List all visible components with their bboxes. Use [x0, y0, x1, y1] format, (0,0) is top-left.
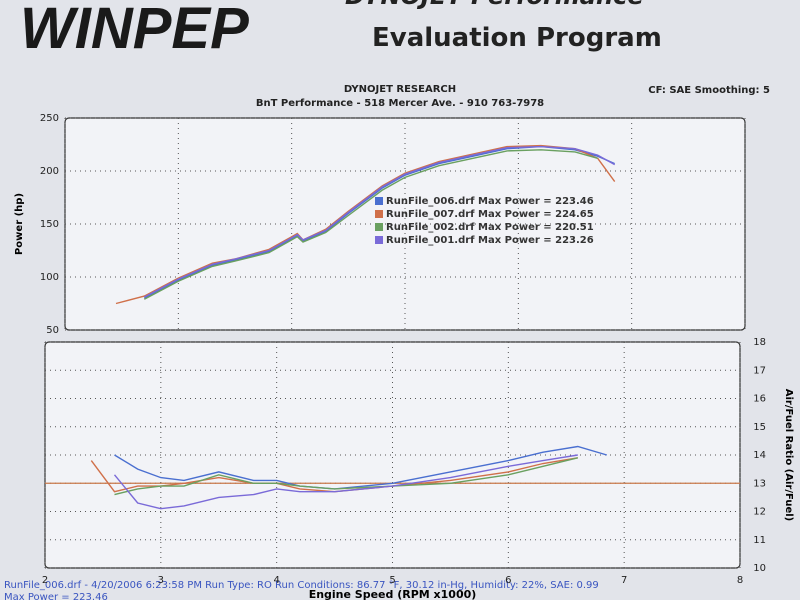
x-tick-label: 2 [42, 575, 48, 586]
x-tick-label: 8 [737, 575, 743, 586]
y-tick-label: 10 [753, 563, 766, 574]
y-axis-label: Air/Fuel Ratio (Air/Fuel) [783, 389, 794, 521]
y-tick-label: 17 [753, 365, 766, 376]
y-tick-label: 16 [753, 394, 766, 405]
series-line [113, 454, 578, 510]
program-title: DYNOJET Performance [345, 0, 644, 10]
x-axis-label: Engine Speed (RPM x1000) [309, 588, 477, 600]
company: DYNOJET RESEARCH [344, 84, 456, 95]
legend-label: RunFile_006.drf Max Power = 223.46 [386, 196, 594, 207]
x-tick-label: 6 [505, 575, 511, 586]
y-tick-label: 150 [40, 219, 59, 230]
legend-swatch [375, 236, 383, 244]
y-tick-label: 13 [753, 478, 766, 489]
settings: CF: SAE Smoothing: 5 [648, 85, 770, 96]
footer: Max Power = 223.46 [4, 592, 108, 600]
series-line [143, 149, 598, 300]
y-tick-label: 18 [753, 337, 766, 348]
x-tick-label: 3 [158, 575, 164, 586]
y-axis-label: Power (hp) [14, 193, 25, 255]
legend-swatch [375, 210, 383, 218]
series-line [143, 145, 616, 298]
y-tick-label: 12 [753, 507, 766, 518]
series-line [114, 457, 578, 496]
x-tick-label: 5 [389, 575, 395, 586]
series-line [115, 144, 616, 305]
y-tick-label: 50 [46, 325, 59, 336]
x-tick-label: 7 [621, 575, 627, 586]
program-title: Evaluation Program [372, 23, 662, 53]
legend-swatch [375, 197, 383, 205]
legend-label: RunFile_007.drf Max Power = 224.65 [386, 209, 594, 220]
y-tick-label: 11 [753, 535, 766, 546]
legend-label: RunFile_002.drf Max Power = 220.51 [386, 222, 594, 233]
logo: WINPEP [20, 0, 249, 61]
y-tick-label: 14 [753, 450, 766, 461]
shop: BnT Performance - 518 Mercer Ave. - 910 … [256, 98, 544, 109]
y-tick-label: 15 [753, 422, 766, 433]
y-tick-label: 100 [40, 272, 59, 283]
legend-label: RunFile_001.drf Max Power = 223.26 [386, 235, 594, 246]
legend-swatch [375, 223, 383, 231]
footer: RunFile_006.drf - 4/20/2006 6:23:58 PM R… [4, 580, 599, 591]
y-tick-label: 200 [40, 166, 59, 177]
x-tick-label: 4 [273, 575, 279, 586]
y-tick-label: 250 [40, 113, 59, 124]
